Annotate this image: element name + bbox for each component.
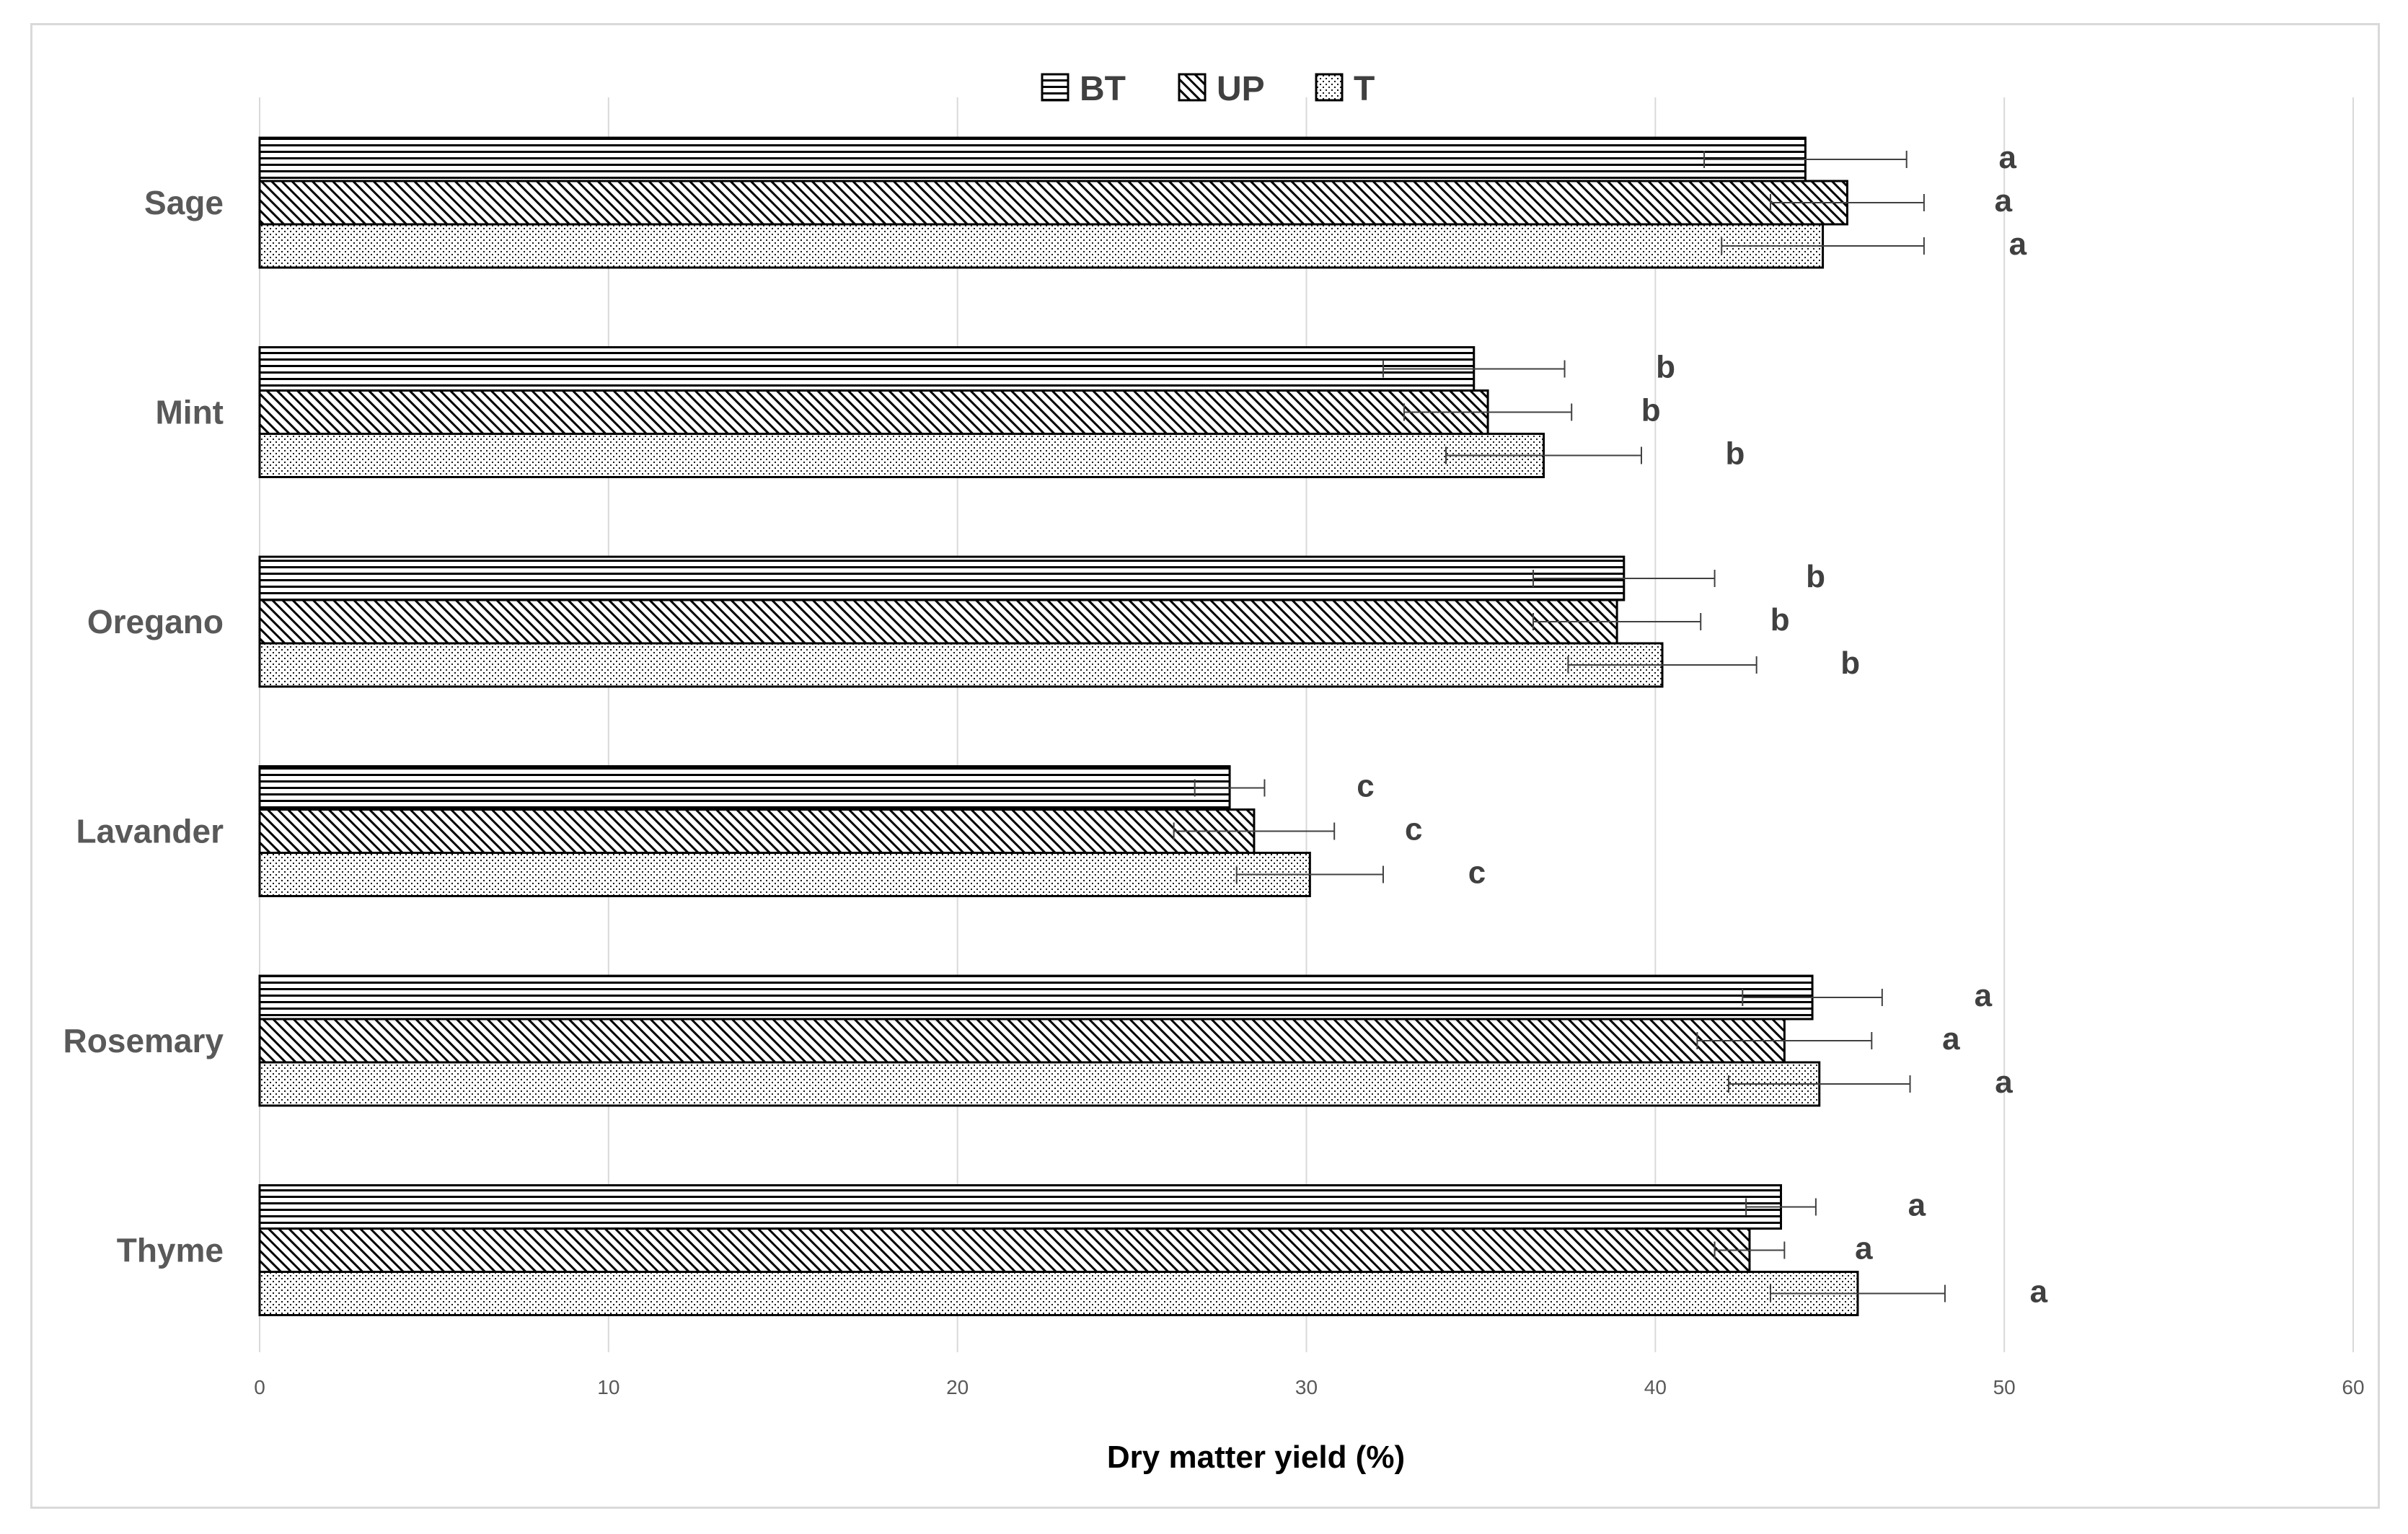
- x-tick-label-50: 50: [1993, 1376, 2016, 1398]
- legend: BT UP T: [1041, 70, 1375, 108]
- x-axis-title: Dry matter yield (%): [1107, 1440, 1405, 1475]
- sig-label-oregano-bt: b: [1806, 559, 1825, 594]
- sig-label-sage-up: a: [1995, 183, 2013, 219]
- bars: [258, 136, 1859, 1316]
- bar-oregano-bt: [258, 555, 1626, 601]
- category-label-lavander: Lavander: [76, 813, 224, 850]
- sig-label-lavander-up: c: [1405, 812, 1422, 847]
- error-bar-sage-t: [1721, 237, 1925, 255]
- sig-label-lavander-t: c: [1468, 855, 1486, 891]
- error-bar-lavander-up: [1173, 822, 1336, 840]
- legend-swatch-bt: [1041, 73, 1070, 102]
- bar-oregano-t: [258, 642, 1664, 688]
- sig-label-thyme-up: a: [1855, 1231, 1873, 1266]
- bar-lavander-up: [258, 808, 1256, 854]
- legend-item-bt: BT: [1041, 70, 1126, 108]
- sig-label-mint-bt: b: [1656, 350, 1675, 385]
- gridlines: [259, 97, 2354, 1352]
- sig-label-lavander-bt: c: [1357, 769, 1374, 804]
- error-bar-thyme-t: [1769, 1284, 1946, 1302]
- error-bar-oregano-t: [1567, 656, 1758, 674]
- sig-label-rosemary-t: a: [1995, 1064, 2013, 1100]
- legend-item-t: T: [1315, 70, 1375, 108]
- bar-mint-bt: [258, 346, 1476, 392]
- bar-oregano-up: [258, 599, 1618, 645]
- legend-label-up: UP: [1217, 70, 1265, 108]
- sig-label-thyme-bt: a: [1908, 1188, 1926, 1223]
- x-tick-label-60: 60: [2342, 1376, 2364, 1398]
- bar-rosemary-bt: [258, 974, 1814, 1021]
- error-bar-thyme-up: [1714, 1241, 1786, 1259]
- error-bar-rosemary-t: [1727, 1075, 1911, 1093]
- category-label-rosemary: Rosemary: [63, 1022, 224, 1059]
- legend-swatch-t: [1315, 73, 1344, 102]
- legend-item-up: UP: [1178, 70, 1265, 108]
- sig-label-sage-t: a: [2009, 226, 2027, 262]
- category-label-sage: Sage: [144, 184, 224, 221]
- sig-label-mint-up: b: [1641, 393, 1661, 428]
- legend-swatch-up: [1178, 73, 1207, 102]
- category-label-oregano: Oregano: [87, 603, 224, 640]
- sig-label-oregano-up: b: [1770, 602, 1790, 638]
- x-tick-label-20: 20: [946, 1376, 969, 1398]
- error-bar-oregano-up: [1532, 613, 1702, 630]
- error-bar-oregano-bt: [1532, 570, 1716, 587]
- bar-sage-t: [258, 223, 1825, 269]
- error-bar-rosemary-bt: [1742, 989, 1883, 1006]
- bar-mint-up: [258, 389, 1489, 435]
- bar-mint-t: [258, 433, 1545, 478]
- category-labels: Sage Mint Oregano Lavander Rosemary Thyme: [63, 184, 224, 1269]
- sig-label-rosemary-bt: a: [1975, 978, 1993, 1013]
- error-bar-lavander-bt: [1194, 779, 1266, 797]
- sig-label-oregano-t: b: [1840, 645, 1860, 681]
- error-bar-mint-up: [1403, 403, 1573, 421]
- error-bar-sage-up: [1769, 194, 1925, 211]
- bar-thyme-up: [258, 1227, 1751, 1273]
- x-tick-label-0: 0: [254, 1376, 265, 1398]
- sig-label-rosemary-up: a: [1942, 1021, 1960, 1057]
- bar-thyme-t: [258, 1271, 1859, 1316]
- category-label-thyme: Thyme: [117, 1232, 224, 1269]
- error-bar-mint-t: [1445, 446, 1642, 464]
- error-bar-lavander-t: [1235, 865, 1384, 883]
- x-tick-label-10: 10: [597, 1376, 619, 1398]
- bar-rosemary-up: [258, 1018, 1786, 1064]
- error-bar-mint-bt: [1382, 360, 1566, 378]
- bar-lavander-t: [258, 852, 1311, 897]
- sig-label-sage-bt: a: [1998, 140, 2016, 175]
- sig-label-thyme-t: a: [2030, 1274, 2048, 1310]
- bar-rosemary-t: [258, 1061, 1821, 1107]
- category-label-mint: Mint: [155, 394, 224, 431]
- error-bars: [1173, 151, 1946, 1302]
- error-bar-thyme-bt: [1745, 1198, 1817, 1216]
- legend-label-bt: BT: [1080, 70, 1126, 108]
- bar-lavander-bt: [258, 765, 1231, 811]
- bar-thyme-bt: [258, 1184, 1783, 1230]
- bar-sage-up: [258, 180, 1848, 226]
- error-bar-rosemary-up: [1696, 1032, 1873, 1049]
- bar-sage-bt: [258, 136, 1807, 182]
- sig-label-mint-t: b: [1726, 436, 1745, 472]
- x-tick-label-30: 30: [1295, 1376, 1318, 1398]
- error-bar-sage-bt: [1703, 151, 1908, 168]
- legend-label-t: T: [1354, 70, 1375, 108]
- x-tick-label-40: 40: [1644, 1376, 1667, 1398]
- x-tick-labels: 0 10 20 30 40 50 60: [254, 1376, 2364, 1398]
